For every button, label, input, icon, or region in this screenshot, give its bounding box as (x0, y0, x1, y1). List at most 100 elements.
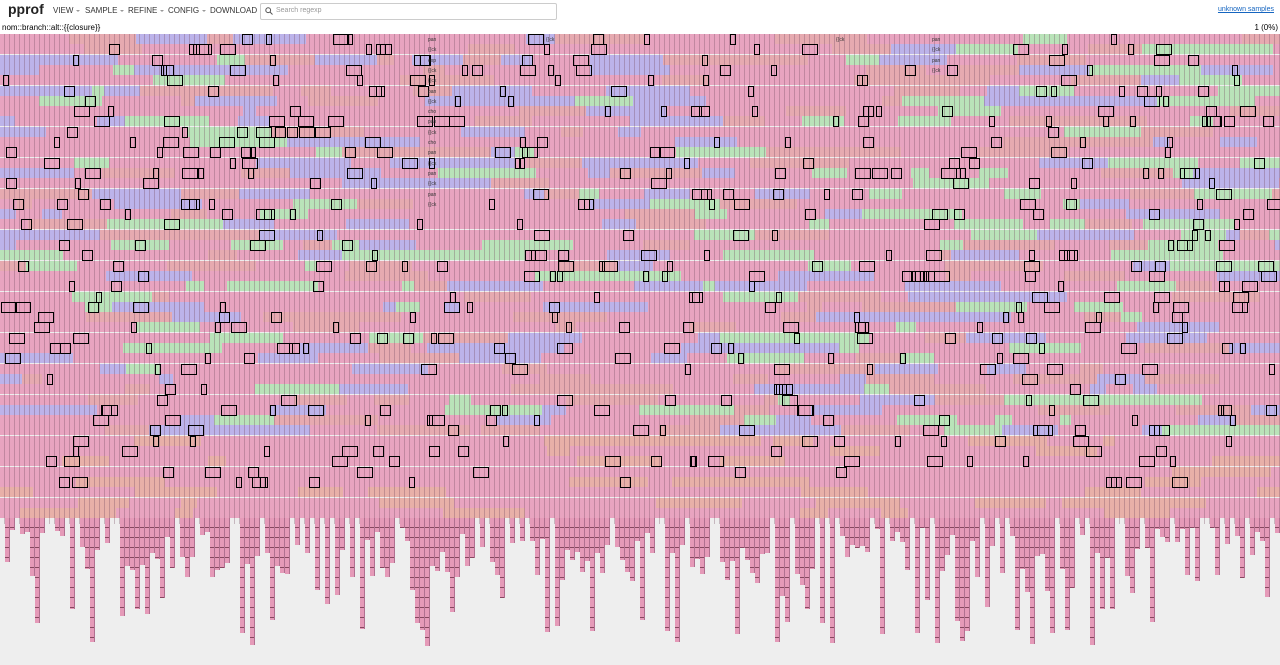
highlight-frame[interactable] (458, 446, 469, 457)
highlight-frame[interactable] (752, 106, 758, 118)
flame-frame[interactable] (265, 518, 270, 553)
flame-frame[interactable] (1225, 518, 1230, 545)
flame-frame[interactable] (675, 518, 680, 642)
flame-frame[interactable] (990, 518, 995, 547)
highlight-frame[interactable] (409, 476, 415, 488)
highlight-frame[interactable] (73, 446, 79, 457)
highlight-frame[interactable] (728, 343, 734, 354)
highlight-frame[interactable] (502, 404, 508, 416)
highlight-frame[interactable] (259, 137, 275, 148)
highlight-frame[interactable] (1167, 137, 1173, 148)
highlight-frame[interactable] (1082, 157, 1093, 169)
highlight-frame[interactable] (615, 353, 631, 365)
flame-frame[interactable] (415, 518, 420, 623)
flame-frame[interactable] (1155, 518, 1160, 529)
highlight-frame[interactable] (414, 54, 430, 66)
highlight-frame[interactable] (273, 75, 279, 87)
flame-frame[interactable] (705, 518, 710, 557)
flame-frame[interactable] (915, 518, 920, 634)
highlight-frame[interactable] (332, 456, 348, 468)
flame-frame[interactable] (145, 518, 150, 614)
highlight-frame[interactable] (377, 332, 388, 344)
highlight-frame[interactable] (1240, 106, 1256, 118)
highlight-frame[interactable] (1224, 116, 1235, 128)
flame-frame[interactable] (380, 518, 385, 569)
frame-label[interactable]: pan (932, 57, 941, 64)
highlight-frame[interactable] (1173, 301, 1189, 313)
highlight-frame[interactable] (953, 178, 969, 190)
highlight-frame[interactable] (924, 219, 940, 231)
highlight-frame[interactable] (1263, 116, 1274, 128)
highlight-frame[interactable] (859, 260, 875, 272)
highlight-frame[interactable] (100, 198, 111, 210)
highlight-frame[interactable] (93, 415, 109, 427)
highlight-frame[interactable] (1083, 394, 1099, 406)
highlight-frame[interactable] (1137, 85, 1148, 97)
highlight-frame[interactable] (377, 147, 393, 159)
highlight-frame[interactable] (902, 270, 913, 282)
highlight-frame[interactable] (221, 404, 237, 416)
highlight-frame[interactable] (133, 301, 149, 313)
flame-frame[interactable] (210, 518, 215, 578)
highlight-frame[interactable] (517, 219, 523, 231)
flame-frame[interactable] (905, 518, 910, 570)
highlight-frame[interactable] (250, 240, 266, 251)
flame-frame[interactable] (670, 518, 675, 554)
flame-frame[interactable] (1260, 518, 1265, 541)
highlight-frame[interactable] (776, 384, 787, 396)
flame-frame[interactable] (80, 518, 85, 548)
flame-frame[interactable] (810, 518, 815, 570)
menu-item[interactable]: CONFIG (168, 6, 206, 15)
highlight-frame[interactable] (1182, 322, 1188, 334)
highlight-frame[interactable] (287, 126, 298, 138)
flame-frame[interactable] (755, 518, 760, 584)
highlight-frame[interactable] (9, 332, 25, 344)
highlight-frame[interactable] (900, 353, 906, 365)
flame-frame[interactable] (385, 518, 390, 577)
flame-frame[interactable] (170, 518, 175, 568)
highlight-frame[interactable] (650, 147, 661, 159)
highlight-frame[interactable] (1219, 240, 1235, 251)
highlight-frame[interactable] (455, 95, 461, 107)
highlight-frame[interactable] (163, 137, 179, 148)
flame-frame[interactable] (840, 518, 845, 536)
highlight-frame[interactable] (289, 343, 300, 354)
highlight-frame[interactable] (85, 167, 101, 179)
highlight-frame[interactable] (857, 75, 868, 87)
flame-frame[interactable] (225, 518, 230, 564)
flame-frame[interactable] (1190, 518, 1195, 529)
highlight-frame[interactable] (782, 394, 798, 406)
frame-label[interactable]: {{ck (428, 201, 437, 208)
flame-frame[interactable] (775, 518, 780, 642)
flame-frame[interactable] (250, 518, 255, 645)
highlight-frame[interactable] (558, 250, 569, 262)
flame-frame[interactable] (465, 518, 470, 567)
highlight-frame[interactable] (1048, 126, 1059, 138)
highlight-frame[interactable] (64, 85, 75, 97)
highlight-frame[interactable] (164, 219, 180, 231)
highlight-frame[interactable] (1126, 476, 1142, 488)
highlight-frame[interactable] (593, 34, 604, 45)
flame-frame[interactable] (1250, 518, 1255, 555)
highlight-frame[interactable] (449, 116, 465, 128)
highlight-frame[interactable] (1047, 363, 1063, 375)
highlight-frame[interactable] (776, 291, 782, 303)
flame-frame[interactable] (830, 518, 835, 643)
highlight-frame[interactable] (102, 404, 118, 416)
highlight-frame[interactable] (1111, 34, 1117, 45)
flame-frame[interactable] (245, 518, 250, 565)
flame-frame[interactable] (580, 518, 585, 573)
highlight-frame[interactable] (1149, 209, 1160, 221)
highlight-frame[interactable] (1086, 446, 1102, 457)
highlight-frame[interactable] (1222, 343, 1233, 354)
flame-frame[interactable] (1185, 518, 1190, 576)
flame-frame[interactable] (945, 518, 950, 555)
highlight-frame[interactable] (290, 106, 301, 118)
flame-frame[interactable] (750, 518, 755, 574)
highlight-frame[interactable] (1165, 147, 1171, 159)
highlight-frame[interactable] (1070, 384, 1081, 396)
highlight-frame[interactable] (1143, 167, 1149, 179)
flame-frame[interactable] (85, 518, 90, 570)
highlight-frame[interactable] (633, 425, 649, 437)
flame-frame[interactable] (940, 518, 945, 572)
